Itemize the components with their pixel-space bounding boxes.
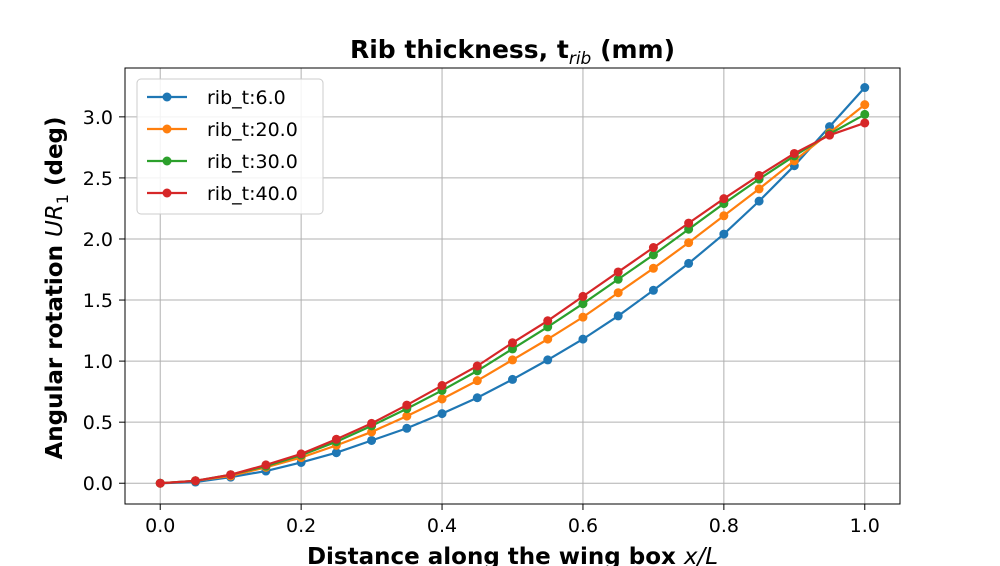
y-tick-label: 0.0 — [83, 473, 113, 495]
legend-item: rib_t:6.0 — [147, 87, 286, 109]
data-point — [684, 218, 694, 228]
data-point — [508, 338, 517, 348]
legend-item: rib_t:40.0 — [147, 183, 298, 205]
legend-box — [136, 78, 324, 215]
data-point — [719, 211, 729, 221]
plot-area-frame — [124, 67, 901, 505]
x-tick-label: 1.0 — [850, 515, 880, 537]
data-point — [508, 374, 517, 384]
y-tick-label: 1.5 — [83, 290, 113, 312]
data-point — [190, 476, 200, 486]
y-tick-label: 3.0 — [83, 107, 113, 129]
y-tick-label: 1.0 — [83, 351, 113, 373]
data-point — [402, 411, 412, 421]
data-point — [613, 274, 623, 284]
legend: rib_t:6.0 rib_t:20.0 rib_t:30.0 rib_t:40.0 — [136, 78, 324, 215]
data-point — [543, 334, 553, 344]
legend-label: rib_t:20.0 — [207, 119, 298, 141]
data-point — [472, 376, 482, 386]
data-point — [155, 478, 165, 488]
legend-marker — [162, 92, 172, 102]
data-point — [613, 288, 623, 298]
data-point — [860, 83, 870, 93]
data-point — [578, 312, 588, 322]
y-tick-label: 0.5 — [83, 412, 113, 434]
data-point — [331, 434, 341, 444]
data-point — [508, 355, 517, 365]
y-axis-label: Angular rotation UR1 (deg) — [42, 116, 72, 459]
data-point — [472, 361, 482, 371]
data-point — [226, 470, 236, 480]
data-point — [578, 299, 588, 309]
legend-label: rib_t:6.0 — [207, 87, 286, 109]
data-point — [296, 449, 306, 459]
data-point — [754, 184, 764, 194]
data-point — [754, 170, 764, 180]
x-axis-label: Distance along the wing box x/L — [307, 544, 718, 566]
data-point — [402, 423, 412, 433]
legend-label: rib_t:40.0 — [207, 183, 298, 205]
data-point — [367, 435, 377, 445]
data-point — [825, 130, 835, 140]
data-point — [648, 243, 658, 253]
data-point — [860, 118, 870, 128]
data-point — [648, 263, 658, 273]
data-point — [437, 409, 447, 419]
data-point — [613, 311, 623, 321]
data-point — [684, 258, 694, 268]
axis-ticks: 0.0 0.2 0.4 0.6 0.8 1.0 0.0 0.5 1.0 1.5 2.0 2.5 3.0 — [83, 107, 880, 537]
legend-marker — [162, 124, 172, 134]
legend-marker — [162, 188, 172, 198]
y-tick-label: 2.0 — [83, 229, 113, 251]
data-point — [578, 291, 588, 301]
data-point — [437, 394, 447, 404]
data-point — [543, 355, 553, 365]
data-point — [402, 400, 412, 410]
x-tick-label: 0.6 — [568, 515, 598, 537]
series-4 — [155, 118, 870, 488]
data-point — [613, 267, 623, 277]
x-tick-label: 0.4 — [427, 515, 457, 537]
data-point — [648, 250, 658, 260]
legend-item: rib_t:20.0 — [147, 119, 298, 141]
legend-item: rib_t:30.0 — [147, 151, 298, 173]
data-point — [331, 448, 341, 458]
data-point — [367, 418, 377, 428]
data-point — [719, 229, 729, 239]
chart-title: Rib thickness, trib (mm) — [350, 35, 675, 69]
x-tick-label: 0.8 — [709, 515, 739, 537]
data-point — [437, 381, 447, 391]
data-point — [648, 285, 658, 295]
data-point — [860, 100, 870, 110]
data-point — [472, 393, 482, 403]
x-tick-label: 0.2 — [286, 515, 316, 537]
data-point — [860, 109, 870, 119]
data-point — [789, 148, 799, 158]
legend-label: rib_t:30.0 — [207, 151, 298, 173]
data-point — [719, 194, 729, 204]
data-point — [578, 334, 588, 344]
data-point — [261, 460, 271, 470]
x-tick-label: 0.0 — [145, 515, 175, 537]
legend-marker — [162, 156, 172, 166]
series-group — [155, 83, 870, 488]
data-point — [543, 316, 553, 326]
data-point — [754, 196, 764, 206]
data-point — [684, 238, 694, 248]
y-tick-label: 2.5 — [83, 168, 113, 190]
